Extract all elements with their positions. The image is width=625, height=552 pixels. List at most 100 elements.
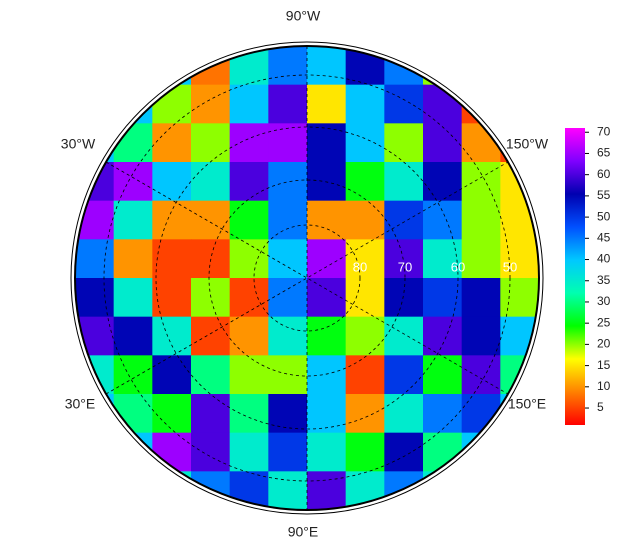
data-cell [423,394,463,434]
data-cell [191,162,231,202]
data-cell [461,46,501,86]
data-cell [461,432,501,472]
data-cell [152,394,192,434]
data-cell [423,316,463,356]
data-cell [500,316,539,356]
data-cell [75,432,115,472]
data-cell [461,278,501,318]
data-cell [500,200,539,240]
data-cell [113,355,153,395]
colorbar-tick-label: 15 [597,358,611,372]
data-cell [423,162,463,202]
data-cell [268,355,308,395]
data-cell [229,278,269,318]
colorbar-tick-label: 25 [597,315,611,329]
data-cell [268,278,308,318]
data-cell [307,471,347,510]
data-cell [423,239,463,279]
data-cell [113,471,153,510]
data-cell [191,316,231,356]
data-cell [345,394,385,434]
data-cell [152,355,192,395]
lon-label: 30°E [65,396,96,412]
lon-label: 150°W [506,136,549,152]
lat-label: 50 [503,259,517,274]
data-cell [345,46,385,86]
data-cell [152,316,192,356]
data-cell [75,355,115,395]
data-cell [384,123,424,163]
data-cell [229,162,269,202]
map-border [74,45,540,511]
data-cell [384,239,424,279]
data-cell [268,84,308,124]
data-cell [423,123,463,163]
data-cell [75,46,115,86]
data-cell [461,471,501,510]
data-cell [152,123,192,163]
data-cell [500,46,539,86]
data-cell [500,471,539,510]
data-cell [307,239,347,279]
data-cell [307,123,347,163]
data-cell [113,316,153,356]
data-cell [423,355,463,395]
data-cell [423,46,463,86]
colorbar-tick-label: 50 [597,209,611,223]
data-cell [384,162,424,202]
data-cell [345,432,385,472]
data-cell [307,316,347,356]
data-cell [268,123,308,163]
map-frame [70,41,544,515]
colorbar-tick-label: 5 [597,400,604,414]
data-cell [152,162,192,202]
data-cell [113,239,153,279]
data-cell [229,316,269,356]
data-cell [229,46,269,86]
colorbar-tick-label: 45 [597,230,611,244]
colorbar-tick-label: 20 [597,337,611,351]
data-cell [345,471,385,510]
data-cell [75,84,115,124]
data-cell [75,239,115,279]
data-cell [191,200,231,240]
data-cell [113,200,153,240]
data-cell [191,84,231,124]
data-cell [384,46,424,86]
lat-label: 70 [398,259,412,274]
data-cell [384,278,424,318]
data-cell [229,84,269,124]
data-cell [461,239,501,279]
colorbar-tick-label: 10 [597,379,611,393]
data-cell [500,355,539,395]
data-cell [500,239,539,279]
data-cell [229,239,269,279]
data-cell [307,355,347,395]
colorbar-tick-label: 35 [597,273,611,287]
lat-label: 60 [451,259,465,274]
data-cell [191,355,231,395]
data-cell [191,123,231,163]
data-cell [229,200,269,240]
data-cell [423,278,463,318]
data-cell [384,355,424,395]
lat-label: 80 [353,259,367,274]
data-cell [268,46,308,86]
data-cell [229,432,269,472]
data-cell [75,316,115,356]
data-cell [191,394,231,434]
data-cell [113,432,153,472]
colorbar-tick-label: 70 [597,124,611,138]
data-cell [345,123,385,163]
colorbar [565,128,585,425]
data-cell [384,84,424,124]
data-cell [152,278,192,318]
data-cell [423,200,463,240]
data-cell [229,123,269,163]
data-cell [384,394,424,434]
data-cell [75,162,115,202]
lon-label: 90°E [288,524,319,540]
data-cell [345,162,385,202]
data-cell [307,200,347,240]
data-cell [500,278,539,318]
